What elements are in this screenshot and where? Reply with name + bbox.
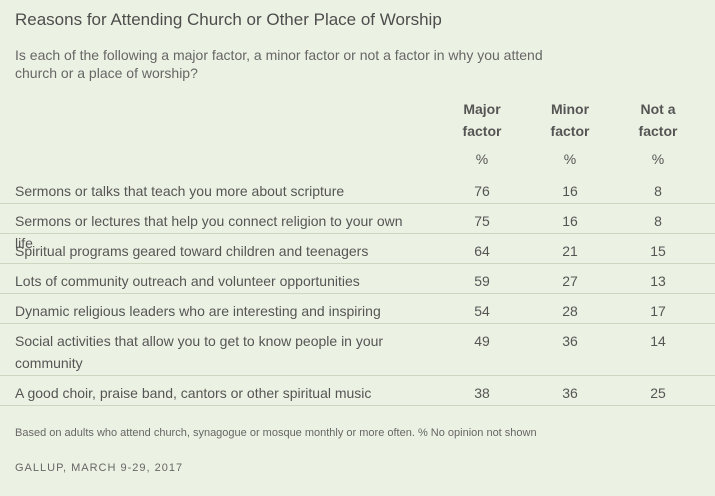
- row-value-not: 25: [650, 385, 666, 401]
- row-value-not: 15: [650, 243, 666, 259]
- row-value-major: 64: [474, 243, 490, 259]
- row-label: Sermons or lectures that help you connec…: [15, 213, 403, 251]
- table-row: Sermons or lectures that help you connec…: [0, 204, 715, 251]
- row-label: A good choir, praise band, cantors or ot…: [15, 385, 372, 401]
- column-header-minor-unit: %: [563, 151, 577, 167]
- row-value-minor: 36: [562, 385, 578, 401]
- chart-title: Reasons for Attending Church or Other Pl…: [15, 10, 442, 29]
- column-header-not-unit: %: [651, 151, 665, 167]
- row-value-major: 76: [474, 183, 490, 199]
- row-value-not: 13: [650, 273, 666, 289]
- footnote: Based on adults who attend church, synag…: [15, 427, 537, 439]
- row-value-not: 8: [654, 213, 662, 229]
- row-value-major: 59: [474, 273, 490, 289]
- table-row: Dynamic religious leaders who are intere…: [0, 294, 715, 324]
- column-header-minor-line2: factor: [550, 123, 590, 139]
- column-header-minor-line1: Minor: [550, 101, 590, 117]
- row-value-not: 8: [654, 183, 662, 199]
- column-header-not: Not a factor %: [618, 98, 698, 170]
- row-value-minor: 36: [562, 333, 578, 349]
- row-value-minor: 28: [562, 303, 578, 319]
- row-label: Lots of community outreach and volunteer…: [15, 273, 360, 289]
- column-header-major-unit: %: [475, 151, 489, 167]
- row-label: Sermons or talks that teach you more abo…: [15, 183, 345, 199]
- row-label: Spiritual programs geared toward childre…: [15, 243, 369, 259]
- row-value-minor: 27: [562, 273, 578, 289]
- row-value-minor: 21: [562, 243, 578, 259]
- row-label: Dynamic religious leaders who are intere…: [15, 303, 381, 319]
- table-row: Social activities that allow you to get …: [0, 324, 715, 376]
- row-value-major: 38: [474, 385, 490, 401]
- row-value-not: 17: [650, 303, 666, 319]
- table-row: A good choir, praise band, cantors or ot…: [0, 376, 715, 406]
- table-body: Sermons or talks that teach you more abo…: [0, 174, 715, 406]
- table-row: Lots of community outreach and volunteer…: [0, 264, 715, 294]
- row-value-minor: 16: [562, 213, 578, 229]
- row-value-not: 14: [650, 333, 666, 349]
- row-label: Social activities that allow you to get …: [15, 333, 384, 371]
- table-row: Sermons or talks that teach you more abo…: [0, 174, 715, 204]
- row-value-major: 75: [474, 213, 490, 229]
- chart-subtitle: Is each of the following a major factor,…: [15, 47, 543, 81]
- row-value-major: 49: [474, 333, 490, 349]
- column-header-major: Major factor %: [442, 98, 522, 170]
- column-header-not-line2: factor: [638, 123, 678, 139]
- row-value-major: 54: [474, 303, 490, 319]
- column-header-major-line1: Major: [463, 101, 501, 117]
- column-header-minor: Minor factor %: [530, 98, 610, 170]
- column-header-major-line2: factor: [462, 123, 502, 139]
- row-value-minor: 16: [562, 183, 578, 199]
- source-credit: GALLUP, MARCH 9-29, 2017: [15, 462, 184, 474]
- table-row: Spiritual programs geared toward childre…: [0, 234, 715, 264]
- column-header-not-line1: Not a: [640, 101, 676, 117]
